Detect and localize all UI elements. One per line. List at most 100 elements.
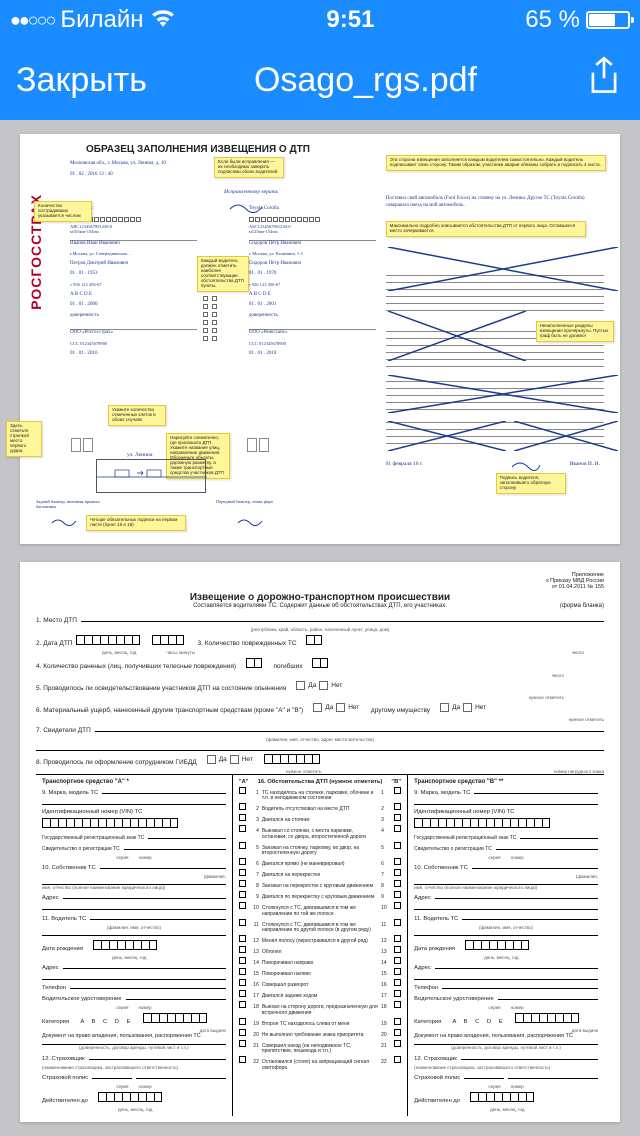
checkbox-b	[394, 825, 401, 832]
close-button[interactable]: Закрыть	[16, 61, 147, 100]
vehicle-a-col: Транспортное средство "А" * 9. Марка, мо…	[36, 775, 232, 1116]
hw-text: доверенность	[249, 313, 376, 320]
document-title: Osago_rgs.pdf	[254, 61, 477, 100]
col-a: "А"	[239, 779, 249, 785]
note: (фамилия, имя, отчество, адрес места жит…	[36, 737, 604, 742]
field-5: 5. Проводилось ли освидетельствование уч…	[36, 681, 604, 692]
checkbox-b	[394, 919, 401, 926]
circumstances-col: "А" 16. Обстоятельства ДТП (нужное отмети…	[232, 775, 408, 1116]
count-box	[306, 635, 322, 645]
battery-icon	[586, 11, 630, 29]
vin-boxes	[249, 217, 376, 222]
hw-text: А В С D E	[70, 292, 197, 299]
signature-squiggle	[50, 515, 80, 529]
checkbox-b	[394, 1040, 401, 1047]
checkbox-b	[394, 1056, 401, 1063]
page1-left-form: Если были исправления — их необходимо за…	[36, 161, 376, 531]
checkbox-b	[394, 803, 401, 810]
annex-label: Приложение к Приказу МВД России от 01.04…	[546, 572, 604, 590]
checkbox-a	[239, 919, 246, 926]
hw-bottom-date: 01 февраля 16 г.	[386, 461, 423, 467]
hw-text: 01 . 01 . 2016	[70, 351, 197, 358]
f1-note: (республика, край, область, район, насел…	[36, 627, 604, 632]
hw-street: ул. Ленина	[127, 452, 152, 458]
checkbox-b	[394, 869, 401, 876]
circumstance-row: 5 Заезжал на стоянку, парковку, во двор,…	[239, 842, 401, 857]
hw-ins-b: ООО «Ренессанс»	[249, 330, 376, 337]
circumstance-row: 1 ТС находилось на стоянке, парковке, об…	[239, 787, 401, 802]
circumstance-row: 18 Выехал на сторону дороги, предназначе…	[239, 1001, 401, 1016]
f8-label: 8. Проводилось ли оформление сотрудником…	[36, 759, 197, 766]
no-label: Нет	[242, 756, 253, 763]
hw-text: 01 . 01 . 2016	[249, 351, 376, 358]
circumstance-row: 10 Столкнулся с ТС, двигавшимся в том же…	[239, 902, 401, 917]
pdf-page-2: Приложение к Приказу МВД России от 01.04…	[20, 562, 620, 1122]
circumstance-row: 3 Двигался на стоянке 3	[239, 814, 401, 824]
form-title: Извещение о дорожно-транспортном происше…	[36, 592, 604, 603]
checkbox-b	[394, 990, 401, 997]
checkbox-a	[239, 946, 246, 953]
car-damage-icon	[70, 437, 94, 455]
checkbox-b	[394, 935, 401, 942]
checkbox-a	[239, 814, 246, 821]
checkbox-b	[394, 880, 401, 887]
status-right: 65 %	[525, 6, 630, 34]
hw-text: доверенность	[70, 313, 197, 320]
checkbox-a	[239, 968, 246, 975]
hw-ins-a: ООО «Росгосстрах»	[70, 330, 197, 337]
pdf-viewport[interactable]: ОБРАЗЕЦ ЗАПОЛНЕНИЯ ИЗВЕЩЕНИЯ О ДТП РОСГО…	[0, 120, 640, 1136]
sticky-note: Максимально подробно описывается обстоят…	[386, 221, 586, 237]
circumstance-row: 15 Поворачивал налево 15	[239, 968, 401, 978]
yes-label: Да	[308, 682, 316, 689]
circumstance-row: 14 Поворачивал направо 14	[239, 957, 401, 967]
checkbox-b	[394, 891, 401, 898]
battery-pct: 65 %	[525, 6, 580, 34]
hw-text: 01 . 01 . 2001	[249, 302, 376, 309]
f3-label: 3. Количество поврежденных ТС	[198, 640, 297, 647]
checkbox-b	[394, 957, 401, 964]
checkbox-a	[239, 902, 246, 909]
sticky-note: Четыре обязательных подписи на первом ли…	[86, 515, 186, 531]
page1-right-form: Эта сторона извещения заполняется каждым…	[386, 161, 604, 531]
vehicle-b-col: Транспортное средство "В" ** 9. Марка, м…	[408, 775, 604, 1116]
share-icon[interactable]	[584, 56, 624, 105]
c16-label: 16. Обстоятельства ДТП (нужное отметить)	[258, 779, 383, 785]
checkbox-a	[239, 803, 246, 810]
circumstance-row: 16 Совершал разворот 16	[239, 979, 401, 989]
accident-scheme: ул. Ленина	[96, 459, 206, 493]
no-label: Нет	[348, 704, 359, 711]
checkbox-a	[239, 957, 246, 964]
circumstance-row: 22 Остановился (стоял) на запрещающий си…	[239, 1056, 401, 1071]
sticky-note: Если были исправления — их необходимо за…	[214, 157, 284, 178]
sticky-note: Укажите количество отмеченных клеток в о…	[108, 405, 166, 426]
note: нужное отметить	[36, 717, 604, 722]
note: число	[36, 673, 564, 678]
wifi-icon	[150, 6, 176, 34]
field-6: 6. Материальный ущерб, нанесенный другим…	[36, 703, 604, 714]
date-boxes	[76, 635, 140, 645]
checkbox-a	[239, 880, 246, 887]
hw-description: Поставил свой автомобиль (Ford Focus) на…	[386, 195, 604, 209]
f7-label: 7. Свидетели ДТП	[36, 727, 91, 734]
status-time: 9:51	[326, 6, 374, 34]
checkbox-a	[239, 1029, 246, 1036]
f1-label: 1. Место ДТП	[36, 617, 77, 624]
hw-text: CCC 012345678900	[249, 341, 376, 347]
hw-text: т 926 123 456-67	[249, 282, 376, 288]
annex-3: от 01.04.2011 № 155	[546, 584, 604, 590]
hw-text: г.Москва, ул. Северодвинская…	[70, 251, 197, 257]
hw-text: 01 . 01 . 1970	[249, 271, 376, 278]
hw-damage-a: Задний бампер, внешняя крышка багажника	[36, 499, 106, 509]
checkbox-a	[239, 825, 246, 832]
page1-title: ОБРАЗЕЦ ЗАПОЛНЕНИЯ ИЗВЕЩЕНИЯ О ДТП	[86, 144, 604, 155]
signature-squiggle	[236, 515, 266, 529]
circumstance-row: 12 Менял полосу (перестраивался в другой…	[239, 935, 401, 945]
hw-text: А В С D E	[249, 292, 376, 299]
circumstance-row: 2 Водитель отсутствовал на месте ДТП 2	[239, 803, 401, 813]
no-label: Нет	[475, 704, 486, 711]
checkbox-b	[394, 902, 401, 909]
f4-label: 4. Количество раненых (лиц, получивших т…	[36, 663, 236, 670]
hw-text: т 956 123 456-67	[70, 282, 197, 288]
hw-driver-b: Сидоров Пётр Иванович	[249, 261, 376, 268]
field-8: 8. Проводилось ли оформление сотрудником…	[36, 754, 604, 766]
